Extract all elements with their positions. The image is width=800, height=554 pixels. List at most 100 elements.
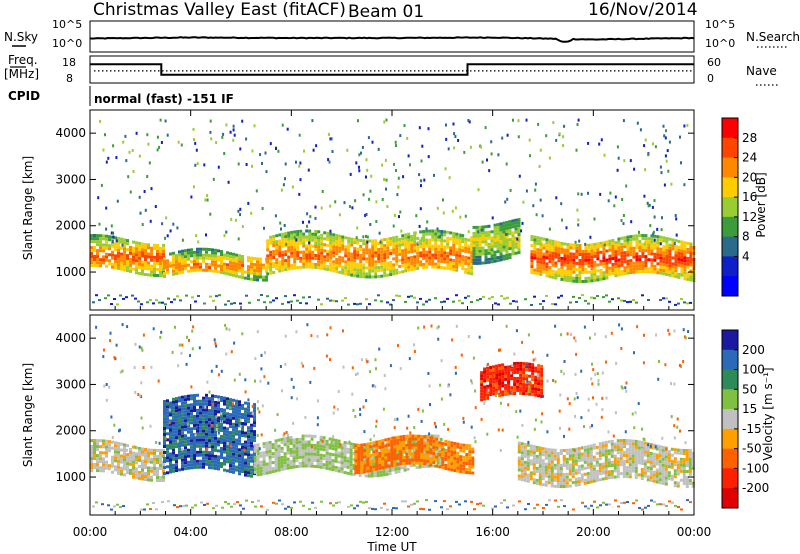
data-cell [335,246,339,249]
data-cell [271,467,275,471]
data-cell [656,256,660,260]
data-cell [205,420,208,424]
data-cell [220,441,223,444]
data-cell [536,272,540,276]
data-cell [220,450,223,453]
data-cell [602,262,606,266]
data-cell [452,238,456,241]
data-cell [504,374,508,378]
data-cell [277,462,281,466]
data-cell [537,370,541,374]
data-cell [278,233,282,237]
data-cell [484,225,488,229]
data-cell [450,459,454,463]
data-cell [232,446,235,450]
data-cell [278,251,282,255]
data-cell [372,459,376,463]
data-cell [686,265,690,269]
data-cell [516,379,520,383]
data-cell [596,251,600,255]
data-cell [550,481,554,485]
data-cell [99,234,102,238]
data-cell [608,266,612,270]
data-cell [399,456,403,460]
data-cell [458,239,462,243]
data-cell [340,458,344,462]
data-cell [539,266,543,270]
data-cell [226,406,229,410]
data-cell [172,466,175,470]
data-cell [202,429,205,433]
data-cell [530,265,534,269]
data-cell [319,456,323,460]
data-cell [122,140,125,144]
data-cell [432,458,436,461]
data-cell [528,392,532,396]
data-cell [256,263,259,267]
data-cell [241,270,244,273]
data-cell [475,249,479,253]
data-cell [550,466,554,470]
data-cell [411,452,415,456]
data-cell [147,466,150,470]
data-cell [301,464,305,468]
data-cell [475,246,479,250]
data-cell [539,248,543,252]
data-cell [650,252,654,256]
data-cell [238,403,241,407]
data-cell [108,446,111,450]
data-cell [596,245,600,249]
data-cell [502,245,506,249]
data-cell [253,412,256,416]
data-cell [623,251,627,255]
data-cell [514,227,518,231]
data-cell [105,442,108,446]
data-cell [208,409,211,413]
data-cell [404,254,408,258]
data-cell [138,241,141,245]
data-cell [680,298,683,300]
data-cell [229,130,232,134]
data-cell [404,236,408,240]
data-cell [238,260,241,264]
data-cell [519,376,523,380]
data-cell [159,461,162,464]
data-cell [141,462,144,466]
data-cell [331,453,335,457]
data-cell [528,362,532,366]
data-cell [245,137,248,141]
data-cell [520,448,524,452]
data-cell [93,249,96,252]
data-cell [190,260,193,264]
data-cell [475,240,479,244]
data-cell [656,235,660,239]
data-cell [520,457,524,461]
data-cell [353,256,357,260]
data-cell [121,243,124,247]
data-cell [102,442,105,446]
data-cell [569,261,573,265]
data-cell [571,475,575,479]
data-cell [431,232,435,236]
data-cell [443,266,447,270]
data-cell [423,447,427,451]
data-cell [263,226,265,230]
data-cell [253,418,256,422]
data-cell [537,122,540,126]
data-cell [301,443,305,447]
data-cell [326,234,330,238]
data-cell [390,458,394,461]
data-cell [278,242,282,246]
data-cell [223,408,226,412]
data-cell [135,452,138,456]
data-cell [577,450,581,454]
data-cell [117,453,120,457]
data-cell [111,265,114,269]
data-cell [519,364,523,368]
data-cell [395,241,399,245]
data-cell [144,463,147,466]
data-cell [418,173,421,177]
data-cell [175,436,178,440]
data-cell [316,459,320,463]
data-cell [112,144,115,148]
